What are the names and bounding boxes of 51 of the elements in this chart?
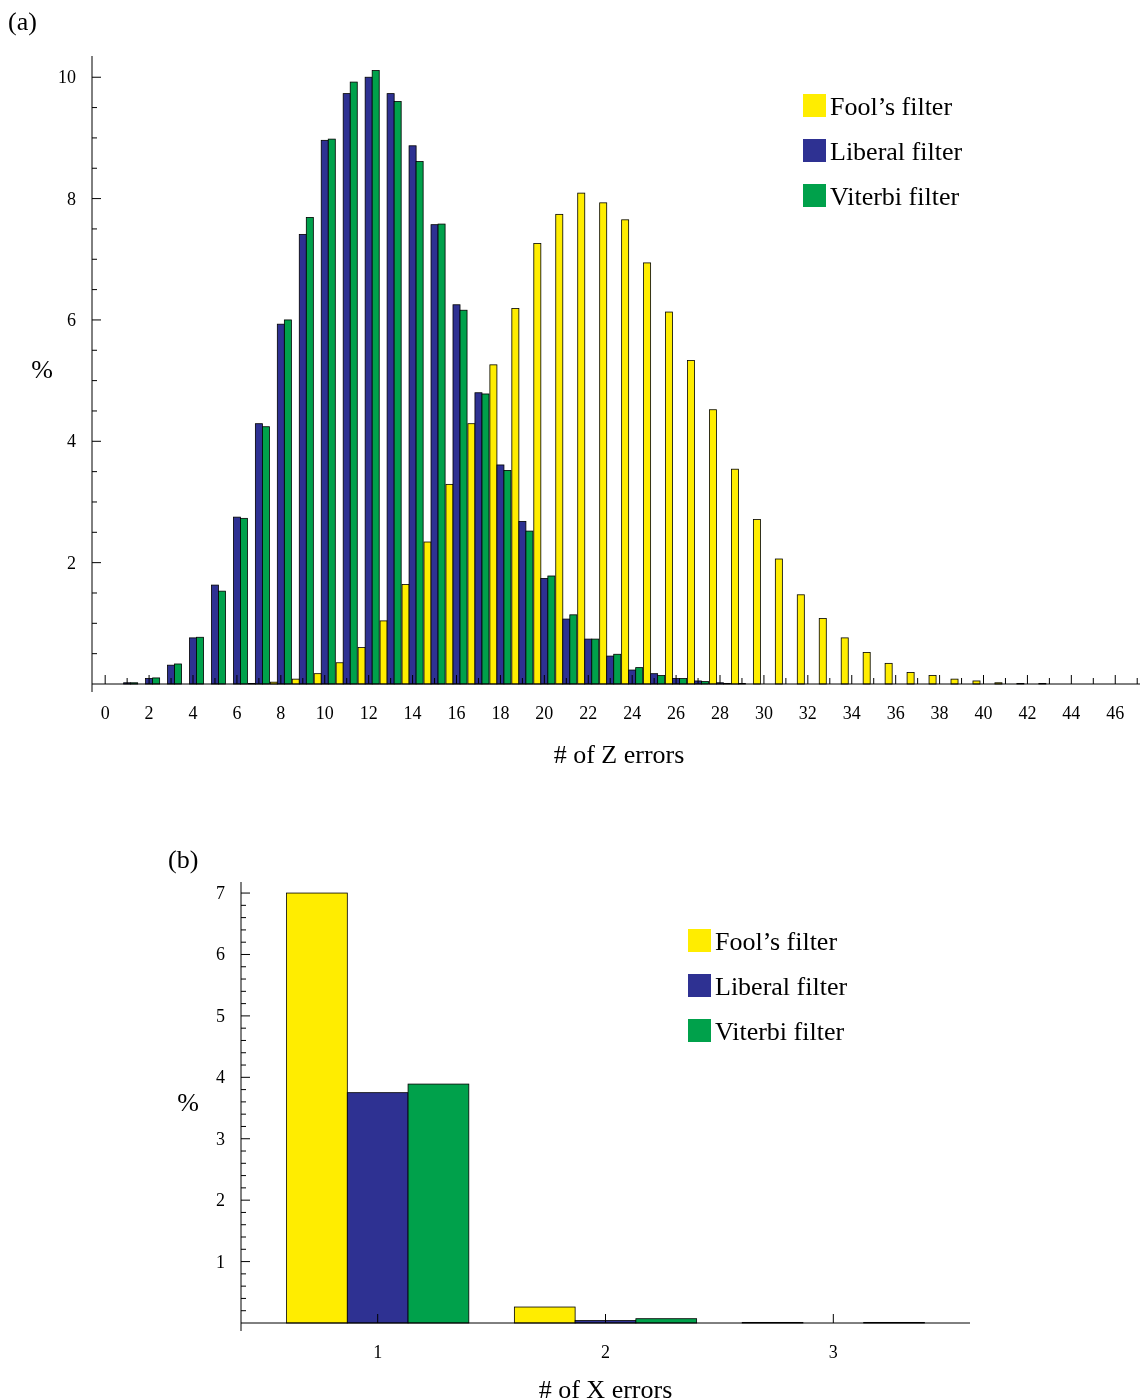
chart-title: (a) (8, 7, 37, 36)
x-tick-label: 44 (1062, 703, 1081, 723)
x-tick-label: 46 (1106, 703, 1125, 723)
legend-label: Liberal filter (830, 137, 963, 166)
legend-label: Viterbi filter (830, 182, 960, 211)
x-tick-label: 12 (359, 703, 378, 723)
x-axis-title: # of X errors (538, 1375, 673, 1400)
y-tick-label: 6 (216, 944, 225, 965)
x-tick-label: 3 (828, 1342, 838, 1362)
y-tick-label: 7 (216, 883, 225, 904)
x-tick-label: 10 (315, 703, 334, 723)
y-tick-label: 4 (216, 1067, 225, 1088)
x-tick-label: 1 (373, 1342, 383, 1362)
x-tick-label: 40 (974, 703, 993, 723)
y-tick-label: 4 (67, 431, 76, 452)
x-axis-title: # of Z errors (553, 740, 685, 769)
x-tick-label: 14 (403, 703, 422, 723)
y-tick-label: 2 (216, 1190, 225, 1211)
legend-label: Viterbi filter (715, 1017, 845, 1046)
legend-label: Liberal filter (715, 972, 848, 1001)
chart-title: (b) (168, 845, 199, 874)
x-tick-label: 30 (754, 703, 773, 723)
y-axis-title: % (177, 1087, 199, 1117)
x-tick-label: 42 (1018, 703, 1037, 723)
y-tick-label: 8 (67, 188, 76, 209)
x-tick-label: 32 (798, 703, 817, 723)
y-tick-label: 5 (216, 1005, 225, 1026)
x-tick-label: 38 (930, 703, 949, 723)
y-axis-title: % (31, 355, 53, 384)
x-tick-label: 28 (711, 703, 730, 723)
x-tick-label: 26 (667, 703, 686, 723)
x-tick-label: 34 (842, 703, 861, 723)
legend-label: Fool’s filter (715, 927, 838, 956)
x-tick-label: 4 (188, 703, 198, 723)
y-tick-label: 2 (67, 552, 76, 573)
y-tick-label: 6 (67, 309, 76, 330)
x-tick-label: 18 (491, 703, 510, 723)
x-tick-label: 2 (144, 703, 154, 723)
x-tick-label: 36 (886, 703, 905, 723)
x-tick-label: 6 (232, 703, 242, 723)
x-tick-label: 0 (100, 703, 110, 723)
y-tick-label: 3 (216, 1128, 225, 1149)
x-tick-label: 24 (623, 703, 642, 723)
x-tick-label: 20 (535, 703, 554, 723)
legend-label: Fool’s filter (830, 92, 953, 121)
x-tick-label: 16 (447, 703, 466, 723)
x-tick-label: 8 (276, 703, 286, 723)
y-tick-label: 1 (216, 1251, 225, 1272)
x-tick-label: 22 (579, 703, 598, 723)
y-tick-label: 10 (58, 67, 76, 88)
x-tick-label: 2 (601, 1342, 610, 1362)
